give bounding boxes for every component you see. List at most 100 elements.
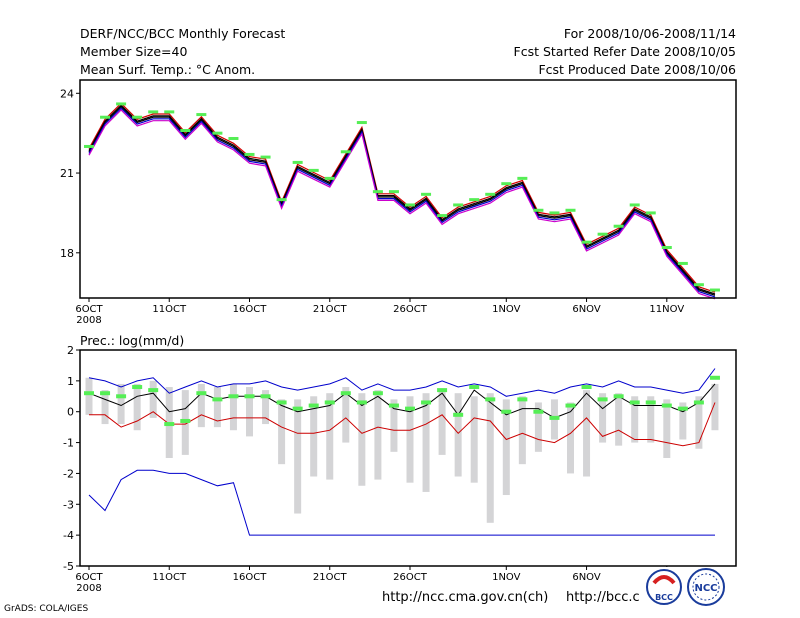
temp-green-marker bbox=[565, 208, 576, 212]
precip-range-bar bbox=[101, 390, 109, 425]
precip-minimum-line bbox=[88, 469, 715, 536]
precip-xtick-label: 16OCT bbox=[233, 572, 268, 583]
precip-range-bar bbox=[229, 383, 237, 431]
temp-green-marker bbox=[180, 129, 191, 133]
precip-ytick-label: -2 bbox=[63, 467, 74, 480]
temp-mean-line bbox=[88, 105, 716, 296]
header-period: For 2008/10/06-2008/11/14 bbox=[563, 26, 736, 41]
temp-green-marker bbox=[677, 261, 688, 265]
precip-green-marker bbox=[485, 397, 496, 402]
precip-ytick-label: 1 bbox=[67, 375, 74, 388]
precip-green-marker bbox=[372, 391, 383, 396]
temp-member-line-a bbox=[88, 104, 716, 295]
precip-range-bar bbox=[518, 396, 526, 465]
precip-range-bar bbox=[294, 399, 302, 514]
precip-range-bar bbox=[534, 402, 542, 452]
precip-green-marker bbox=[533, 409, 544, 414]
precip-range-bar bbox=[406, 396, 414, 483]
temp-green-marker bbox=[421, 192, 432, 196]
temp-xtick-label: 6NOV bbox=[572, 304, 601, 315]
footer-url-bcc[interactable]: http://bcc.c bbox=[566, 590, 640, 605]
temp-green-marker bbox=[613, 224, 624, 228]
precip-green-marker bbox=[132, 385, 143, 390]
temp-green-marker bbox=[549, 211, 560, 215]
temp-green-marker bbox=[661, 245, 672, 249]
precip-ytick-label: -3 bbox=[63, 498, 74, 511]
svg-text:BCC: BCC bbox=[655, 593, 673, 602]
precip-green-marker bbox=[244, 394, 255, 399]
temp-green-marker bbox=[709, 288, 720, 292]
precip-title: Prec.: log(mm/d) bbox=[80, 333, 184, 348]
precip-green-marker bbox=[613, 394, 624, 399]
bcc-logo: BCC bbox=[640, 567, 690, 607]
temp-green-marker bbox=[212, 131, 223, 135]
precip-xtick-label: 21OCT bbox=[313, 572, 348, 583]
precip-range-bar bbox=[663, 399, 671, 458]
temp-green-marker bbox=[196, 113, 207, 117]
temp-xtick-label: 16OCT bbox=[233, 304, 268, 315]
temp-member-line-b bbox=[88, 107, 716, 298]
temp-xtick-label: 11NOV bbox=[649, 304, 684, 315]
precip-range-bar bbox=[85, 377, 93, 415]
precip-range-bar bbox=[374, 390, 382, 480]
precip-range-bar bbox=[310, 396, 318, 477]
precip-green-marker bbox=[581, 385, 592, 390]
precip-range-bar bbox=[278, 399, 286, 465]
precip-range-bar bbox=[454, 393, 462, 477]
precip-green-marker bbox=[180, 418, 191, 423]
precip-green-marker bbox=[693, 400, 704, 405]
temp-green-marker bbox=[84, 144, 94, 148]
header-title: DERF/NCC/BCC Monthly Forecast bbox=[80, 26, 286, 41]
precip-green-marker bbox=[356, 400, 367, 405]
footer-url-ncc[interactable]: http://ncc.cma.gov.cn(ch) bbox=[382, 590, 549, 605]
precip-ytick-label: -4 bbox=[63, 529, 74, 542]
precip-range-bar bbox=[486, 393, 494, 523]
ncc-logo: NCC bbox=[684, 567, 730, 607]
precip-green-marker bbox=[517, 397, 528, 402]
precip-green-marker bbox=[324, 400, 335, 405]
precip-green-marker bbox=[292, 406, 303, 411]
temp-member-upper-line bbox=[88, 102, 716, 293]
precip-range-bar bbox=[390, 399, 398, 452]
precip-xtick-label: 26OCT bbox=[393, 572, 428, 583]
precip-ytick-label: -5 bbox=[63, 560, 74, 573]
precip-green-marker bbox=[212, 397, 223, 402]
precip-green-marker bbox=[421, 400, 432, 405]
temp-green-marker bbox=[388, 190, 399, 194]
header-member-size: Member Size=40 bbox=[80, 44, 188, 59]
precip-range-bar bbox=[422, 393, 430, 492]
precip-range-bar bbox=[358, 393, 366, 486]
precip-green-marker bbox=[276, 400, 287, 405]
precip-range-bar bbox=[502, 399, 510, 496]
precip-green-marker bbox=[405, 406, 415, 411]
precip-green-marker bbox=[453, 412, 464, 417]
temp-green-marker bbox=[164, 110, 175, 114]
temp-green-marker bbox=[308, 168, 319, 172]
precip-green-marker bbox=[340, 391, 351, 396]
precip-range-bar bbox=[567, 402, 574, 474]
temp-green-marker bbox=[116, 102, 127, 106]
precip-green-marker bbox=[100, 391, 111, 396]
precip-ytick-label: 0 bbox=[67, 406, 74, 419]
precip-xtick-label: 11OCT bbox=[152, 572, 187, 583]
precip-green-marker bbox=[661, 403, 672, 408]
temp-member-lower-line bbox=[88, 109, 716, 300]
precip-range-bar bbox=[470, 396, 478, 483]
precip-green-marker bbox=[501, 409, 512, 414]
precip-green-marker bbox=[565, 403, 576, 408]
precip-xtick-label: 1NOV bbox=[492, 572, 521, 583]
precip-ytick-label: -1 bbox=[63, 437, 74, 450]
temp-green-marker bbox=[244, 152, 255, 156]
precip-range-bar bbox=[133, 383, 141, 431]
temp-xtick-label: 6OCT bbox=[75, 304, 103, 315]
temp-xtick-label: 1NOV bbox=[492, 304, 521, 315]
precip-range-bar bbox=[615, 393, 623, 446]
temp-green-marker bbox=[693, 283, 704, 287]
temp-green-marker bbox=[276, 198, 287, 202]
precip-xtick-label: 6NOV bbox=[572, 572, 601, 583]
temp-green-marker bbox=[581, 240, 592, 244]
precip-range-bar bbox=[695, 396, 703, 449]
temp-green-marker bbox=[324, 176, 335, 180]
precip-green-marker bbox=[597, 397, 608, 402]
temp-green-marker bbox=[148, 110, 159, 114]
